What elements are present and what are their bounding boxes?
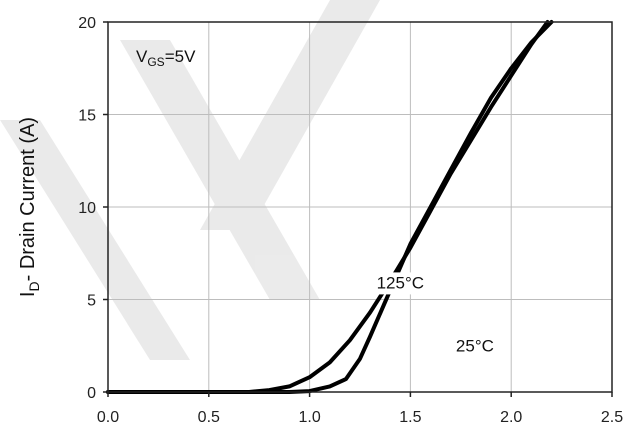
x-tick-label: 0.0: [97, 409, 119, 426]
x-tick-label: 2.5: [601, 409, 623, 426]
y-axis-label: ID- Drain Current (A): [17, 117, 42, 297]
series-label: 125°C: [377, 273, 424, 292]
y-tick-label: 10: [78, 200, 96, 217]
series-label-bg: [451, 335, 498, 358]
x-tick-label: 1.0: [298, 409, 320, 426]
x-tick-labels: 0.0 0.5 1.0 1.5 2.0 2.5: [97, 392, 623, 426]
y-tick-label: 20: [78, 15, 96, 32]
series-label: 25°C: [456, 336, 494, 355]
y-tick-label: 15: [78, 108, 96, 125]
x-tick-label: 0.5: [198, 409, 220, 426]
y-tick-label: 0: [87, 385, 96, 402]
vgs-annotation: VGS=5V: [136, 47, 196, 69]
x-tick-label: 2.0: [500, 409, 522, 426]
series-line-25c: [106, 20, 554, 394]
y-tick-labels: 0 5 10 15 20: [78, 15, 108, 402]
series-label-bg: [372, 272, 429, 295]
series-labels: 125°C 25°C: [372, 272, 498, 358]
x-tick-label: 1.5: [399, 409, 421, 426]
y-tick-label: 5: [87, 293, 96, 310]
